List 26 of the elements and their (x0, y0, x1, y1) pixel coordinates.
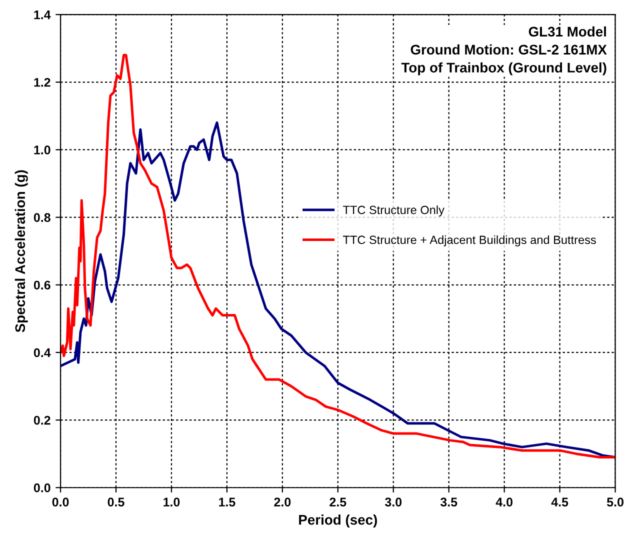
y-tick-label: 0.4 (34, 348, 51, 358)
x-tick-label: 1.0 (164, 498, 180, 507)
x-tick-label: 0.0 (52, 498, 69, 507)
line-series (60, 121, 616, 458)
y-tick-label: 0.8 (34, 213, 50, 222)
x-tick-label: 4.5 (551, 498, 568, 507)
x-tick-label: 3.5 (440, 498, 458, 507)
y-tick-label: 1.2 (34, 78, 50, 87)
x-tick-label: 2.5 (330, 498, 346, 507)
y-tick-label: 0.0 (34, 483, 50, 492)
x-tick-label: 0.5 (108, 498, 124, 507)
x-axis-title: Period (sec) (299, 514, 377, 528)
y-tick-label: 1.4 (34, 10, 51, 20)
y-axis-title: Spectral Acceleration (g) (14, 170, 28, 332)
legend-label: TTC Structure + Adjacent Buildings and Buttress (343, 235, 596, 246)
x-tick-label: 2.0 (274, 498, 291, 507)
y-tick-label: 0.2 (34, 416, 50, 425)
x-tick-label: 3.0 (384, 498, 402, 507)
line-series (60, 54, 616, 458)
x-tick-label: 1.5 (219, 498, 236, 507)
text: GL31 Model Ground Motion: GSL-2 161MX Top of Trainbox (Ground Level) (401, 26, 607, 76)
x-tick-label: 5.0 (606, 498, 624, 507)
y-tick-label: 0.6 (34, 280, 50, 290)
y-tick-label: 1.0 (34, 146, 50, 154)
x-tick-label: 4.0 (496, 498, 512, 507)
legend-label: TTC Structure Only (343, 205, 444, 216)
